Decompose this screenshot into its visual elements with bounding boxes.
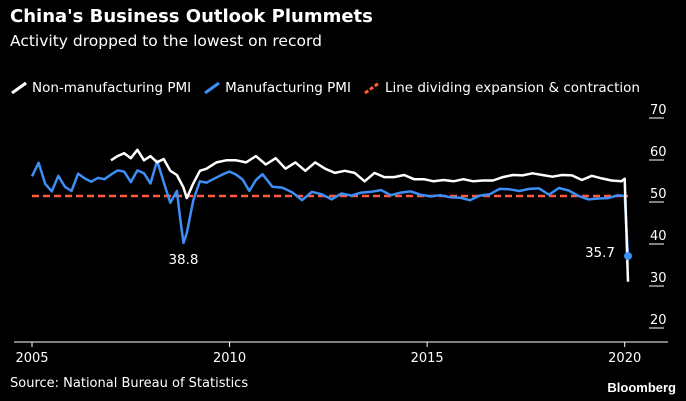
- x-tick-label: 2005: [15, 351, 48, 366]
- legend-item-threshold: Line dividing expansion & contraction: [363, 80, 640, 96]
- x-tick-label: 2020: [608, 351, 641, 366]
- legend-item-manufacturing: Manufacturing PMI: [203, 80, 351, 96]
- x-tick-label: 2015: [411, 351, 444, 366]
- legend-swatch-threshold: [364, 81, 380, 95]
- chart-subtitle: Activity dropped to the lowest on record: [10, 32, 322, 50]
- y-tick-label: 50: [650, 187, 667, 202]
- manufacturing-endpoint-marker: [624, 252, 632, 261]
- non-manufacturing-pmi-line: [110, 148, 630, 282]
- legend-label-threshold: Line dividing expansion & contraction: [384, 80, 640, 96]
- y-tick-label: 40: [650, 229, 667, 244]
- annotation-low-2008: 38.8: [168, 252, 198, 268]
- bloomberg-logo: Bloomberg: [607, 380, 676, 395]
- y-tick-label: 30: [650, 271, 667, 286]
- chart-title: China's Business Outlook Plummets: [10, 6, 373, 27]
- legend-swatch-non-manufacturing: [11, 81, 27, 95]
- legend-item-non-manufacturing: Non-manufacturing PMI: [10, 80, 191, 96]
- legend-label-non-manufacturing: Non-manufacturing PMI: [32, 80, 192, 96]
- source-note: Source: National Bureau of Statistics: [10, 376, 249, 391]
- manufacturing-pmi-line: [30, 159, 630, 257]
- annotation-low-2020: 35.7: [585, 245, 615, 261]
- chart-legend: Non-manufacturing PMI Manufacturing PMI …: [10, 80, 652, 96]
- x-tick-label: 2010: [213, 351, 246, 366]
- y-tick-label: 20: [650, 313, 667, 328]
- y-tick-label: 70: [650, 103, 667, 118]
- legend-swatch-manufacturing: [204, 81, 220, 95]
- y-tick-label: 60: [650, 145, 667, 160]
- legend-label-manufacturing: Manufacturing PMI: [225, 80, 351, 96]
